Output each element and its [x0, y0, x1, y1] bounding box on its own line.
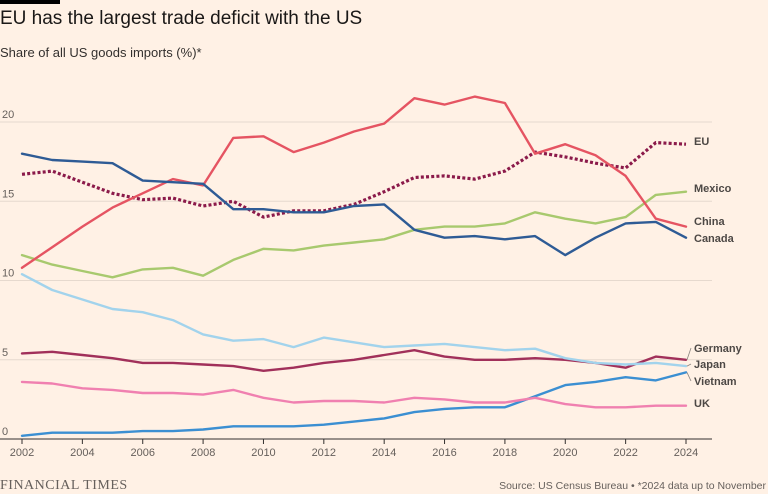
- y-axis-ticks: 0 5 10 15 20: [2, 109, 14, 438]
- source-note: Source: US Census Bureau • *2024 data up…: [499, 480, 766, 492]
- chart-subtitle: Share of all US goods imports (%)*: [0, 45, 202, 60]
- series-line-vietnam: [20, 371, 688, 437]
- series-line-china: [20, 95, 688, 269]
- x-tick-label: 2012: [312, 447, 336, 459]
- x-tick-label: 2018: [493, 447, 517, 459]
- x-tick-label: 2006: [130, 447, 154, 459]
- chart-title: EU has the largest trade deficit with th…: [0, 8, 363, 29]
- series-label-eu: EU: [694, 136, 709, 148]
- series-label-japan: Japan: [694, 359, 726, 371]
- leader-line-japan: [686, 363, 692, 367]
- x-tick-label: 2022: [613, 447, 637, 459]
- x-tick-label: 2024: [674, 447, 698, 459]
- series-label-china: China: [694, 216, 725, 228]
- x-tick-label: 2008: [191, 447, 215, 459]
- gridlines: [0, 121, 712, 440]
- x-tick-label: 2004: [70, 447, 94, 459]
- series-lines: [20, 95, 688, 437]
- series-labels: EU Mexico China Canada Germany Japan Vietnam UK: [686, 136, 743, 410]
- x-tick-label: 2014: [372, 447, 396, 459]
- series-line-canada: [20, 152, 688, 257]
- series-label-mexico: Mexico: [694, 183, 732, 195]
- y-tick-label: 5: [2, 347, 8, 359]
- series-label-uk: UK: [694, 398, 710, 410]
- y-tick-label: 0: [2, 426, 8, 438]
- x-tick-label: 2010: [251, 447, 275, 459]
- series-label-germany: Germany: [694, 343, 743, 355]
- leader-line-germany: [686, 347, 692, 360]
- ft-top-bar: [0, 0, 60, 4]
- y-tick-label: 15: [2, 188, 14, 200]
- series-label-vietnam: Vietnam: [694, 376, 737, 388]
- series-label-canada: Canada: [694, 233, 735, 245]
- ft-logo: FINANCIAL TIMES: [0, 478, 128, 493]
- x-tick-label: 2016: [432, 447, 456, 459]
- x-axis-ticks: 2002 2004 2006 2008 2010 2012 2014 2016 2018 2020…: [10, 439, 698, 459]
- y-tick-label: 20: [2, 109, 14, 121]
- series-line-uk: [20, 380, 688, 409]
- x-tick-label: 2020: [553, 447, 577, 459]
- series-line-japan: [20, 273, 688, 368]
- leader-line-vietnam: [686, 372, 692, 382]
- series-line-mexico: [20, 190, 688, 279]
- x-tick-label: 2002: [10, 447, 34, 459]
- y-tick-label: 10: [2, 268, 14, 280]
